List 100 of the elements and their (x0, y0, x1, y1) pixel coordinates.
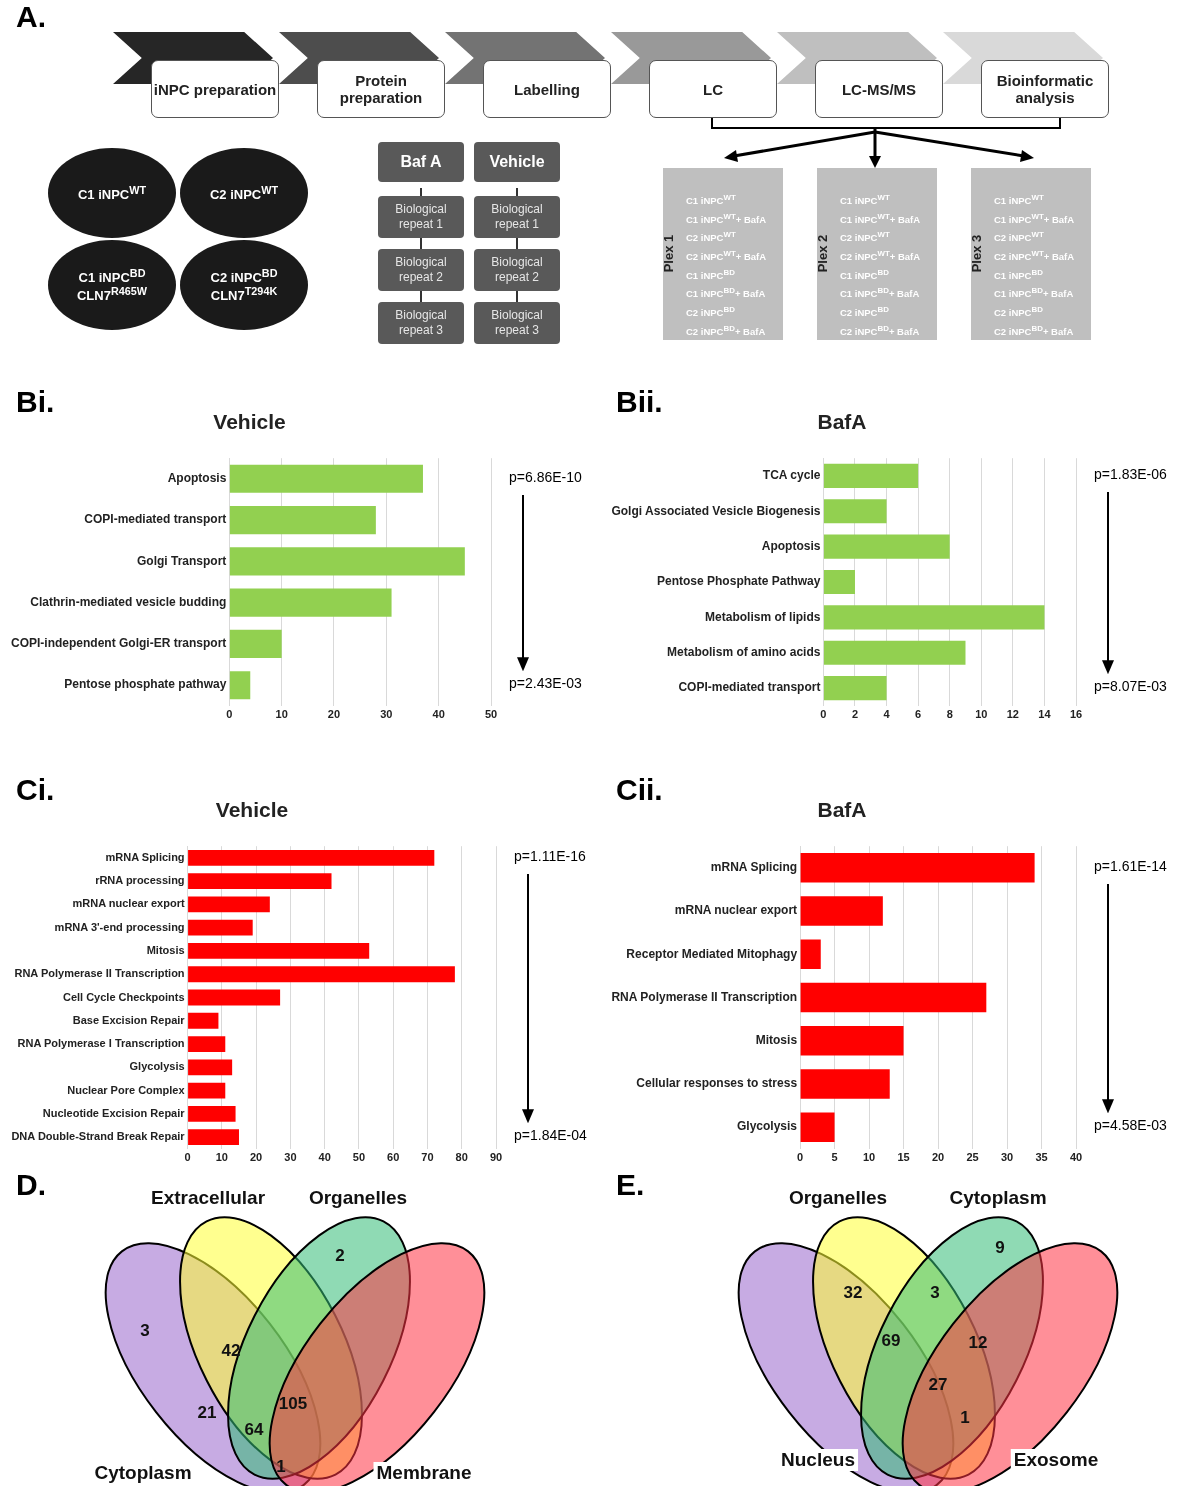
x-tick-label: 16 (1069, 708, 1083, 721)
bar (188, 1059, 233, 1076)
text: C1 iNPC$^{WT}$ C1 iNPC$^{WT}$+ BafA C2 iNPC$^{WT}$ C2 iNPC$^{WT}$+ BafA C1 iNPC$^{BD}$ C1 iNPC$^{BD}$+ BafA C2 iNPC$^{BD}$ C2 iNPC$^{BD}$+ BafA (686, 193, 767, 337)
y-tick-label: Apoptosis (167, 471, 227, 486)
text: Plex 2 (814, 233, 830, 275)
y-tick-label: mRNA Splicing (105, 850, 185, 863)
text: Bii. (616, 385, 663, 419)
x-tick-label: 20 (931, 1151, 945, 1164)
category-label: Cytoplasm (91, 1462, 195, 1484)
y-tick-label: mRNA Splicing (710, 860, 798, 875)
y-tick-label: Metabolism of lipids (705, 609, 821, 624)
bar (800, 982, 987, 1013)
category-label: Membrane (373, 1462, 475, 1484)
oval-shape: C2 iNPC$^{BD}$ CLN7$^{T294K}$ (180, 240, 308, 330)
category-label: iNPC preparation (151, 60, 279, 118)
category-label: Nucleus (778, 1449, 858, 1471)
category-label: Exosome (1010, 1449, 1102, 1471)
y-tick-label: RNA Polymerase I Transcription (17, 1037, 185, 1050)
bar (800, 896, 883, 926)
x-tick-label: 25 (966, 1151, 979, 1164)
y-tick-label: TCA cycle (762, 468, 821, 483)
bar (188, 896, 270, 913)
bar (800, 1112, 835, 1142)
x-tick-label: 35 (1035, 1151, 1048, 1164)
y-tick-label: Mitosis (755, 1033, 798, 1048)
bar (188, 1012, 219, 1029)
bar (823, 676, 887, 701)
x-tick-label: 20 (327, 708, 341, 721)
text: 42 (221, 1341, 241, 1361)
bar (188, 1105, 236, 1122)
bar (188, 943, 370, 959)
x-tick-label: 0 (226, 708, 233, 721)
text: 105 (278, 1394, 308, 1414)
x-tick-label: 70 (421, 1151, 434, 1164)
bar (823, 569, 855, 595)
text: Ci. (16, 773, 55, 807)
bar (188, 873, 332, 890)
text: 1 (276, 1457, 286, 1477)
text: 9 (995, 1238, 1005, 1258)
oval-shape: C1 iNPC$^{BD}$ CLN7$^{R465W}$ (48, 240, 176, 330)
text: p=8.07E-03 (1094, 678, 1167, 695)
text: Cii. (616, 773, 663, 807)
y-tick-label: mRNA nuclear export (674, 903, 798, 918)
bar (823, 534, 950, 559)
x-tick-label: 6 (915, 708, 922, 721)
category-label: Extracellular (147, 1187, 269, 1209)
text: Bi. (16, 385, 55, 419)
bar (188, 1082, 226, 1099)
x-tick-label: 12 (1006, 708, 1019, 721)
y-tick-label: Glycolysis (129, 1060, 185, 1073)
bar (229, 464, 423, 493)
bar (188, 989, 281, 1006)
x-tick-label: 40 (432, 708, 445, 721)
bar (188, 966, 455, 983)
text: 64 (244, 1420, 264, 1440)
y-tick-label: mRNA 3'-end processing (54, 920, 185, 933)
text: 2 (335, 1246, 345, 1266)
y-tick-label: RNA Polymerase II Transcription (611, 989, 798, 1004)
y-tick-label: DNA Double-Strand Break Repair (11, 1130, 186, 1143)
x-tick-label: 50 (352, 1151, 366, 1164)
oval-shape: C1 iNPC$^{WT}$ (48, 148, 176, 238)
y-tick-label: Clathrin-mediated vesicle budding (30, 594, 227, 609)
y-tick-label: COPI-mediated transport (84, 512, 227, 527)
y-tick-label: RNA Polymerase II Transcription (14, 967, 185, 980)
bar (188, 919, 253, 936)
x-tick-label: 10 (215, 1151, 228, 1164)
text: 21 (197, 1403, 217, 1423)
text: D. (16, 1168, 46, 1202)
bar (229, 588, 392, 617)
category-label: LC-MS/MS (815, 60, 943, 118)
bar (800, 1069, 890, 1099)
text: p=1.11E-16 (514, 847, 586, 864)
text: p=2.43E-03 (509, 675, 582, 692)
x-tick-label: 40 (318, 1151, 331, 1164)
y-tick-label: Cellular responses to stress (636, 1076, 798, 1091)
bar (823, 605, 1045, 630)
x-tick-label: 14 (1038, 708, 1052, 721)
y-tick-label: Mitosis (146, 943, 185, 956)
chart-title: Vehicle (213, 410, 286, 434)
text: A. (16, 0, 46, 34)
x-tick-label: 30 (1000, 1151, 1014, 1164)
y-tick-label: rRNA processing (95, 874, 185, 887)
chart-title: Vehicle (215, 798, 289, 822)
bar (188, 1036, 226, 1052)
bar (188, 1129, 239, 1146)
x-tick-label: 0 (820, 708, 827, 721)
x-tick-label: 20 (250, 1151, 263, 1164)
bar (823, 499, 887, 524)
x-tick-label: 8 (946, 708, 953, 721)
bar (823, 463, 919, 488)
x-tick-label: 10 (862, 1151, 876, 1164)
x-tick-label: 0 (797, 1151, 804, 1164)
text: 27 (928, 1375, 948, 1395)
x-tick-label: 5 (831, 1151, 838, 1164)
bar (800, 939, 821, 969)
x-tick-label: 30 (380, 708, 393, 721)
x-tick-label: 60 (387, 1151, 400, 1164)
text: 3 (930, 1283, 940, 1303)
bar (800, 853, 1035, 883)
text: p=4.58E-03 (1094, 1117, 1167, 1134)
